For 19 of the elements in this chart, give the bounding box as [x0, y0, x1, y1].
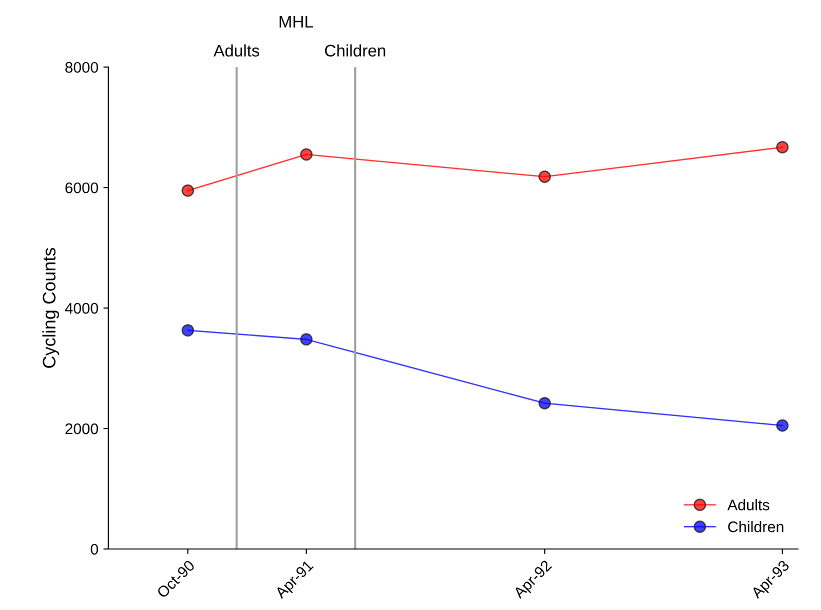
y-tick-label: 2000: [65, 423, 98, 434]
point: [538, 396, 551, 410]
y-tick-label: 4000: [65, 302, 98, 314]
point: [300, 333, 313, 346]
y-axis-title: Cycling Counts: [42, 248, 60, 368]
ref-line-label: Children: [324, 44, 386, 57]
y-tick-label: 0: [90, 544, 98, 555]
point: [538, 170, 551, 183]
ref-line-label: Adults: [214, 44, 260, 57]
point: [300, 148, 313, 161]
text: MHL: [280, 16, 313, 28]
legend-label: Adults: [727, 499, 770, 510]
point: [776, 419, 789, 432]
y-tick-label: 6000: [65, 182, 98, 194]
point: [182, 184, 194, 197]
point: [776, 140, 789, 154]
legend-label: Children: [728, 521, 784, 532]
y-tick-label: 8000: [65, 62, 98, 73]
point: [182, 324, 194, 337]
